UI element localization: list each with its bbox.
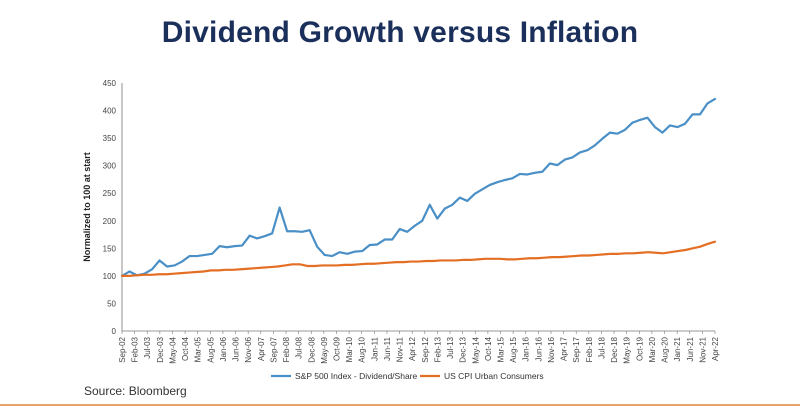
- x-tick-label: Jun-16: [534, 336, 543, 361]
- x-tick-label: Dec-03: [156, 336, 165, 362]
- series-line-1: [120, 97, 717, 277]
- x-tick-label: Aug-10: [358, 336, 367, 362]
- x-tick-label: Sep-02: [118, 336, 127, 362]
- x-tick-label: Oct-09: [332, 336, 341, 361]
- x-tick-label: Oct-14: [484, 336, 493, 361]
- y-tick-label: 450: [103, 79, 117, 88]
- x-tick-label: Feb-03: [131, 336, 140, 362]
- y-tick-label: 50: [107, 299, 116, 308]
- x-tick-label: Apr-12: [408, 336, 417, 361]
- x-tick-label: Jul-03: [143, 336, 152, 358]
- x-tick-label: Jan-06: [219, 336, 228, 361]
- x-tick-label: Apr-07: [257, 336, 266, 361]
- x-tick-label: Mar-20: [648, 336, 657, 362]
- x-tick-label: Aug-20: [661, 336, 670, 362]
- x-tick-label: May-04: [168, 336, 177, 363]
- x-tick-label: Aug-15: [509, 336, 518, 362]
- legend-label-1: S&P 500 Index - Dividend/Share: [295, 371, 417, 381]
- x-tick-label: Feb-08: [282, 336, 291, 362]
- x-tick-label: Sep-07: [269, 336, 278, 362]
- chart-title: Dividend Growth versus Inflation: [161, 16, 639, 49]
- y-tick-label: 400: [103, 107, 117, 116]
- bottom-rule: [0, 404, 800, 406]
- x-tick-label: Nov-06: [244, 336, 253, 362]
- x-tick-label: Dec-08: [307, 336, 316, 362]
- x-tick-label: Dec-13: [459, 336, 468, 362]
- x-tick-label: May-09: [320, 336, 329, 363]
- x-tick-label: Jun-11: [383, 336, 392, 360]
- x-tick-label: Nov-16: [547, 336, 556, 362]
- x-tick-label: Jan-16: [522, 336, 531, 361]
- x-tick-label: Nov-21: [698, 336, 707, 362]
- y-axis-label: Normalized to 100 at start: [82, 152, 92, 262]
- x-tick-label: Jun-21: [686, 336, 695, 361]
- series-line-2: [120, 240, 717, 277]
- x-tick-label: Apr-17: [560, 336, 569, 361]
- x-tick-label: Jun-06: [232, 336, 241, 361]
- x-tick-label: Mar-05: [194, 336, 203, 362]
- chart-lines: [120, 97, 717, 277]
- x-tick-label: Mar-15: [497, 336, 506, 362]
- x-tick-label: Sep-17: [572, 336, 581, 362]
- x-tick-labels: Sep-02 Feb-03 Jul-03 Dec-03 May-04 Oct-04 Mar-…: [118, 331, 720, 364]
- x-tick-label: Feb-18: [585, 336, 594, 362]
- x-tick-label: Oct-04: [181, 336, 190, 361]
- x-tick-label: Aug-05: [206, 336, 215, 362]
- y-tick-labels: 0 50 100 150 200 250 300 350 400 450: [103, 79, 117, 336]
- x-tick-label: Sep-12: [421, 336, 430, 362]
- x-tick-label: May-14: [471, 336, 480, 363]
- y-tick-label: 0: [112, 327, 117, 336]
- x-tick-label: Apr-22: [711, 336, 720, 361]
- chart-legend: S&P 500 Index - Dividend/Share US CPI Urb…: [271, 371, 544, 381]
- x-tick-label: Dec-18: [610, 336, 619, 362]
- x-tick-label: Jul-18: [597, 336, 606, 358]
- y-tick-label: 300: [103, 162, 117, 171]
- x-tick-label: Mar-10: [345, 336, 354, 362]
- y-tick-label: 350: [103, 134, 117, 143]
- chart-axes: [121, 83, 715, 332]
- y-tick-label: 100: [103, 272, 117, 281]
- source-note: Source: Bloomberg: [84, 384, 187, 398]
- x-tick-label: Jan-11: [370, 336, 379, 360]
- x-tick-label: Feb-13: [433, 336, 442, 362]
- x-tick-label: Oct-19: [635, 336, 644, 361]
- x-tick-label: Jan-21: [673, 336, 682, 361]
- y-tick-label: 150: [103, 244, 117, 253]
- x-tick-label: Jul-08: [295, 336, 304, 358]
- y-tick-label: 250: [103, 189, 117, 198]
- x-tick-label: Jul-13: [446, 336, 455, 358]
- legend-label-2: US CPI Urban Consumers: [444, 371, 544, 381]
- x-tick-label: May-19: [623, 336, 632, 363]
- y-tick-label: 200: [103, 217, 117, 226]
- x-tick-label: Nov-11: [396, 336, 405, 362]
